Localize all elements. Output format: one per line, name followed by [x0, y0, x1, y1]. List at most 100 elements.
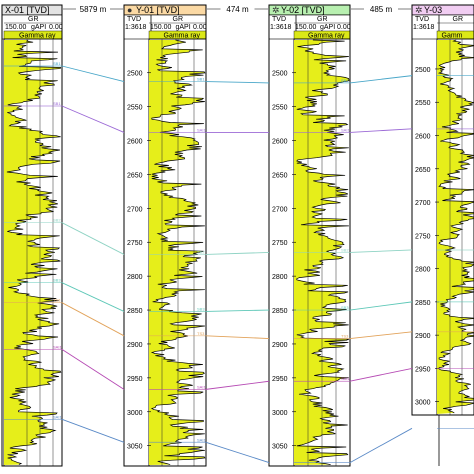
depth-tick-label: 2950 — [127, 376, 143, 383]
correlation-segment — [205, 81, 270, 84]
correlation-segment — [349, 249, 413, 253]
horizon-label: SB3 — [53, 278, 61, 283]
correlation-line-3: SB3 SB3 SB3 — [4, 278, 474, 312]
gr-curve — [150, 39, 206, 465]
gr-curve — [437, 39, 474, 414]
correlation-segment — [349, 367, 413, 382]
gr-label: GR — [453, 16, 464, 23]
horizon-label: SAI1 — [53, 414, 62, 419]
correlation-line-1: SB1 SAI1 SAI1 — [4, 101, 474, 133]
depth-tick-label: 2750 — [127, 240, 143, 247]
well-title: Y-02 [TVD] — [281, 5, 325, 15]
horizon-label: TS3 — [197, 331, 205, 336]
gr-curve — [6, 39, 62, 465]
depth-tick-label: 2750 — [415, 233, 431, 240]
correlation-segment — [61, 105, 125, 133]
depth-tick-label: 2500 — [127, 71, 143, 78]
correlation-line-4: TS3 TS3 TS3 — [4, 298, 474, 339]
depth-tick-label: 2600 — [415, 134, 431, 141]
gr-max-value: 0.00 — [193, 24, 207, 31]
horizon-label: SAI1 — [197, 437, 206, 442]
horizon-label: SB1 — [53, 61, 61, 66]
horizon-label: SAI1 — [197, 127, 206, 132]
gr-label: GR — [173, 16, 184, 23]
correlation-segment — [61, 222, 125, 255]
correlation-segment — [61, 65, 125, 82]
spacing-label-bg — [220, 3, 255, 14]
well-frame — [123, 4, 207, 467]
correlation-segment — [349, 75, 413, 84]
tvd-label: TVD — [127, 16, 141, 23]
gr-fill — [437, 40, 474, 414]
correlation-segment — [61, 282, 125, 312]
gamma-ray-label: Gamma ray — [308, 33, 345, 40]
gr-max-value: 0.00 — [337, 24, 351, 31]
gamma-ray-label: Gamm — [442, 33, 463, 40]
depth-tick-label: 2850 — [127, 308, 143, 315]
depth-tick-label: 3000 — [415, 400, 431, 407]
gr-label: GR — [28, 16, 39, 23]
well-frame — [1, 4, 63, 467]
depth-tick-label: 3050 — [272, 444, 288, 451]
horizon-label: SB1 — [197, 77, 205, 82]
depth-tick-label: 2800 — [127, 274, 143, 281]
scale-label: 1:3618 — [125, 24, 147, 31]
correlation-segment — [205, 335, 270, 339]
gr-unit: gAPI — [320, 24, 335, 31]
gr-max-value: 0.00 — [49, 24, 63, 31]
horizon-label: TS3 — [341, 334, 349, 339]
gr-min-value: 150.00 — [150, 24, 172, 31]
gr-unit: gAPI — [31, 24, 46, 31]
depth-tick-label: 2950 — [415, 366, 431, 373]
horizon-label: TS3 — [53, 298, 61, 303]
depth-tick-label: 2700 — [272, 206, 288, 213]
well-title: Y-03 — [424, 5, 442, 15]
depth-tick-label: 2650 — [127, 172, 143, 179]
depth-tick-label: 2500 — [415, 67, 431, 74]
correlation-segment — [349, 301, 413, 311]
spacing-label: 485 m — [370, 5, 393, 14]
gr-unit: gAPI — [176, 24, 191, 31]
correlation-segment — [205, 441, 270, 464]
depth-tick-label: 3050 — [127, 444, 143, 451]
horizon-label: SB3 — [197, 306, 205, 311]
depth-tick-label: 2500 — [272, 71, 288, 78]
well-spacing-1: 474 m — [207, 3, 268, 14]
depth-tick-label: 2600 — [127, 139, 143, 146]
correlation-segment — [61, 348, 125, 390]
depth-tick-label: 2650 — [415, 167, 431, 174]
spacing-label: 474 m — [226, 5, 249, 14]
gr-fill — [4, 40, 61, 465]
correlation-segment — [349, 128, 413, 133]
gamma-ray-label: Gamma ray — [164, 33, 201, 40]
depth-tick-label: 3000 — [127, 410, 143, 417]
depth-tick-label: 2900 — [415, 333, 431, 340]
well-spacing-2: 485 m — [351, 3, 411, 14]
correlation-segment — [61, 418, 125, 443]
depth-tick-label: 2800 — [272, 274, 288, 281]
correlation-segment — [61, 302, 125, 337]
depth-tick-label: 2900 — [272, 342, 288, 349]
depth-tick-label: 2800 — [415, 267, 431, 274]
depth-tick-label: 2850 — [272, 308, 288, 315]
depth-tick-label: 2550 — [415, 100, 431, 107]
correlation-line-0: SB1 SB1 SB1 — [4, 61, 474, 84]
horizon-label: SB2 — [341, 247, 349, 252]
tvd-label: TVD — [415, 16, 429, 23]
horizon-label: SAI1 — [197, 384, 206, 389]
scale-label: 1:3618 — [270, 24, 292, 31]
gamma-ray-label: Gamma ray — [19, 33, 56, 40]
depth-tick-label: 2850 — [415, 300, 431, 307]
depth-tick-label: 2700 — [127, 206, 143, 213]
spacing-label-bg — [76, 3, 110, 14]
well-spacings-layer: 5879 m 474 m 485 m — [63, 3, 411, 14]
well-symbol-icon: ● — [127, 5, 132, 15]
well-symbol-icon: ✲ — [415, 5, 423, 15]
depth-tick-label: 2950 — [272, 376, 288, 383]
well-symbol-icon: ✲ — [272, 5, 280, 15]
